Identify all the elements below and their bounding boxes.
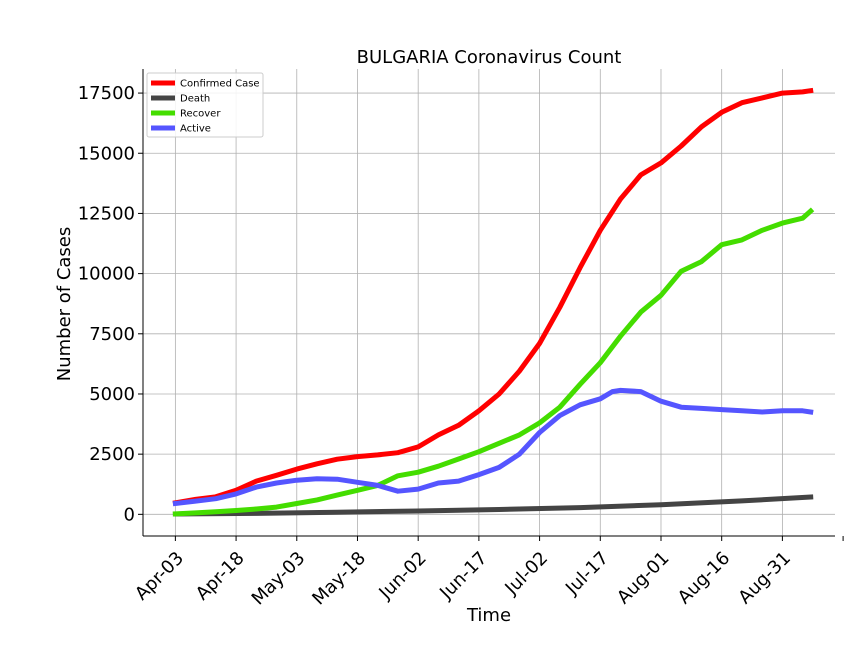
x-tick-label: Apr-18 <box>192 548 249 605</box>
series-line-death <box>172 494 814 517</box>
y-tick-label: 17500 <box>78 83 135 104</box>
x-tick-label: May-03 <box>248 548 310 610</box>
series-line-recover <box>172 207 815 517</box>
y-tick-label: 10000 <box>78 264 135 285</box>
y-axis-title: Number of Cases <box>54 227 75 382</box>
series-line-confirmed-case <box>172 87 814 506</box>
x-tick-label: May-18 <box>308 548 370 610</box>
y-tick-label: 5000 <box>89 384 135 405</box>
legend: Confirmed Case Death Recover Active <box>146 72 264 138</box>
x-tick-label: Apr-03 <box>131 548 188 605</box>
grid <box>143 69 835 536</box>
legend-label: Recover <box>180 109 221 120</box>
legend-label: Active <box>180 124 211 135</box>
chart-title: BULGARIA Coronavirus Count <box>357 47 622 68</box>
y-tick-label: 15000 <box>78 143 135 164</box>
legend-label: Confirmed Case <box>180 79 260 90</box>
axes <box>138 69 844 541</box>
x-tick-label: Jun-02 <box>375 548 431 604</box>
x-tick-label: Aug-01 <box>613 548 673 608</box>
x-tick-label: Aug-16 <box>674 548 734 608</box>
legend-box <box>146 72 264 138</box>
x-tick-label: Jul-02 <box>500 548 552 600</box>
y-tick-label: 7500 <box>89 324 135 345</box>
y-tick-label: 12500 <box>78 203 135 224</box>
y-tick-label: 2500 <box>89 444 135 465</box>
series-lines <box>172 87 815 517</box>
legend-label: Death <box>180 94 210 105</box>
x-tick-label: Jun-17 <box>435 548 491 604</box>
series-line-active <box>172 387 814 507</box>
x-axis-title: Time <box>466 605 511 626</box>
y-tick-label: 0 <box>124 504 135 525</box>
x-tick-label: Jul-17 <box>561 548 613 600</box>
x-tick-label: Aug-31 <box>734 548 794 608</box>
